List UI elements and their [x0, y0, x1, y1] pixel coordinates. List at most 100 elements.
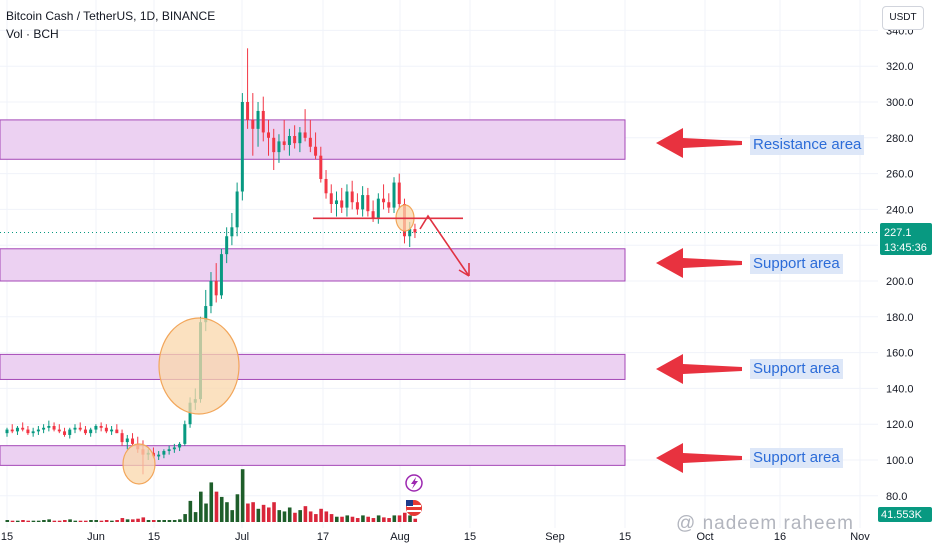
annotations-layer: [0, 128, 878, 485]
volume-bar: [209, 482, 214, 522]
volume-bar: [26, 520, 31, 522]
candle-body: [104, 427, 108, 432]
volume-bar: [94, 520, 99, 522]
currency-button[interactable]: USDT: [882, 6, 924, 30]
candle-body: [162, 451, 166, 455]
price-badge: [880, 223, 932, 255]
volume-bar: [141, 517, 146, 522]
candle-body: [251, 119, 255, 129]
x-tick-label: 17: [317, 531, 329, 543]
volume-bar: [136, 518, 140, 522]
x-tick-label: Aug: [390, 531, 410, 543]
volume-bar: [219, 496, 224, 522]
volume-bar: [345, 515, 350, 522]
candles-layer: [5, 48, 417, 475]
highlight-circle: [122, 443, 156, 485]
candle-body: [382, 198, 386, 203]
y-tick-label: 180.0: [886, 312, 914, 324]
candle-body: [125, 438, 129, 443]
candle-body: [120, 433, 124, 443]
candle-body: [314, 146, 318, 156]
volume-bar: [350, 516, 355, 522]
candle-body: [287, 136, 291, 145]
candle-body: [324, 178, 328, 194]
volume-layer: [5, 469, 418, 522]
volume-bar: [83, 520, 88, 522]
candle-body: [10, 429, 14, 432]
volume-bar: [57, 520, 62, 522]
candle-body: [204, 306, 208, 323]
lightning-icon[interactable]: [405, 474, 423, 492]
candle-body: [52, 425, 56, 430]
x-tick-label: Nov: [850, 531, 870, 543]
candle-body: [371, 211, 375, 219]
volume-bar: [382, 517, 386, 522]
y-tick-label: 240.0: [886, 204, 914, 216]
zone-label-support-3: Support area: [750, 448, 843, 468]
volume-bar: [376, 515, 381, 522]
candle-body: [366, 195, 370, 212]
candle-body: [183, 424, 187, 444]
candle-body: [26, 429, 30, 434]
volume-bar: [188, 500, 193, 522]
candle-body: [277, 141, 281, 153]
candle-body: [298, 132, 302, 144]
volume-bar: [256, 508, 261, 522]
candle-body: [355, 202, 359, 210]
candle-body: [219, 254, 223, 296]
projection-line: [419, 214, 470, 277]
volume-bar: [146, 520, 151, 522]
volume-bar: [204, 503, 208, 522]
volume-bar: [392, 515, 397, 522]
candle-body: [42, 427, 46, 430]
x-tick-label: 15: [619, 531, 631, 543]
volume-bar: [167, 520, 172, 522]
candle-body: [392, 182, 396, 208]
volume-bar: [99, 520, 104, 522]
candle-body: [267, 132, 270, 138]
candle-body: [115, 429, 119, 434]
volume-bar: [272, 502, 276, 522]
volume-bar: [151, 520, 156, 522]
volume-bar: [303, 506, 308, 522]
candle-body: [345, 191, 349, 208]
candle-body: [68, 429, 72, 435]
y-tick-label: 320.0: [886, 61, 914, 73]
zone-label-support-2: Support area: [750, 359, 843, 379]
volume-bar: [125, 519, 130, 522]
volume-bar: [172, 520, 177, 522]
candle-body: [235, 191, 239, 228]
candle-body: [319, 155, 323, 179]
volume-bar: [308, 511, 313, 522]
candle-body: [5, 429, 9, 434]
us-flag-icon[interactable]: [406, 500, 422, 516]
volume-bar: [63, 520, 67, 522]
volume-bar: [104, 520, 109, 522]
candle-body: [361, 195, 365, 210]
candle-body: [350, 191, 354, 203]
volume-badge-value: 41.553K: [881, 509, 923, 521]
candle-body: [272, 137, 276, 153]
volume-bar: [334, 516, 339, 522]
candle-body: [110, 429, 114, 432]
pointer-arrow: [656, 248, 742, 278]
candle-body: [47, 425, 51, 428]
volume-bar: [397, 515, 402, 522]
x-tick-label: 16: [774, 531, 786, 543]
candle-body: [131, 438, 135, 444]
volume-bar: [261, 504, 266, 522]
volume-bar: [235, 494, 240, 522]
volume-bar: [298, 510, 302, 522]
candle-body: [256, 110, 260, 129]
volume-bar: [78, 520, 83, 522]
resistance-zone: [0, 119, 626, 160]
volume-bar: [68, 519, 72, 522]
volume-bar: [199, 491, 203, 522]
candle-body: [303, 132, 307, 138]
x-tick-label: Oct: [696, 531, 713, 543]
y-tick-label: 140.0: [886, 383, 914, 395]
volume-legend: Vol · BCH: [6, 27, 59, 41]
volume-bar: [413, 518, 418, 522]
